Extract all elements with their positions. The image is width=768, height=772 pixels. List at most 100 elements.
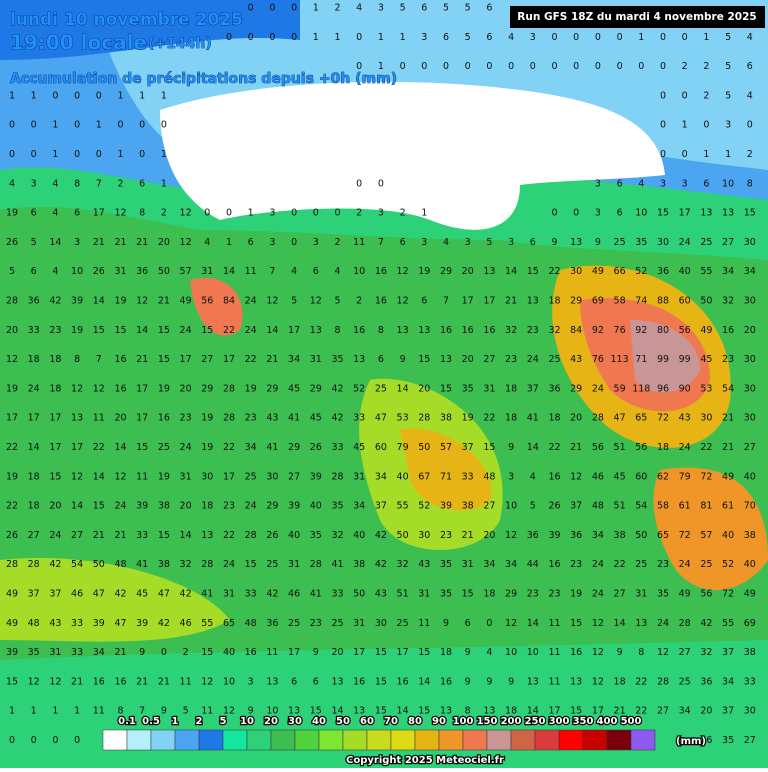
grid-value: 13 bbox=[440, 706, 452, 717]
grid-value: 16 bbox=[245, 647, 257, 658]
grid-value: 1 bbox=[638, 32, 644, 43]
grid-value: 28 bbox=[201, 559, 213, 570]
grid-value: 1 bbox=[96, 120, 102, 131]
grid-value: 54 bbox=[722, 383, 734, 394]
grid-value: 5 bbox=[725, 61, 731, 72]
grid-value: 33 bbox=[744, 676, 756, 687]
grid-value: 10 bbox=[527, 647, 539, 658]
grid-value: 30 bbox=[744, 296, 756, 307]
grid-value: 0 bbox=[551, 32, 557, 43]
grid-value: 3 bbox=[421, 237, 427, 248]
grid-value: 0 bbox=[378, 178, 384, 189]
grid-value: 0 bbox=[551, 208, 557, 219]
grid-value: 6 bbox=[703, 178, 709, 189]
grid-value: 6 bbox=[31, 208, 37, 219]
grid-value: 0 bbox=[117, 120, 123, 131]
grid-value: 27 bbox=[28, 530, 40, 541]
grid-value: 27 bbox=[679, 647, 691, 658]
grid-value: 2 bbox=[183, 647, 189, 658]
grid-value: 39 bbox=[288, 501, 300, 512]
grid-value: 43 bbox=[375, 589, 387, 600]
legend-swatch bbox=[510, 729, 536, 751]
grid-value: 23 bbox=[527, 325, 539, 336]
grid-value: 42 bbox=[266, 589, 278, 600]
grid-value: 7 bbox=[139, 706, 145, 717]
grid-value: 3 bbox=[421, 32, 427, 43]
grid-value: 4 bbox=[52, 178, 58, 189]
grid-value: 3 bbox=[595, 178, 601, 189]
legend-swatch bbox=[438, 729, 464, 751]
grid-value: 30 bbox=[201, 471, 213, 482]
grid-value: 46 bbox=[180, 618, 192, 629]
legend-label: 20 bbox=[264, 716, 278, 727]
grid-value: 40 bbox=[310, 501, 322, 512]
grid-value: 35 bbox=[440, 589, 452, 600]
grid-value: 34 bbox=[245, 442, 257, 453]
grid-value: 35 bbox=[331, 354, 343, 365]
grid-value: 2 bbox=[747, 149, 753, 160]
grid-value: 30 bbox=[744, 706, 756, 717]
grid-value: 38 bbox=[158, 501, 170, 512]
grid-value: 1 bbox=[421, 208, 427, 219]
grid-value: 45 bbox=[353, 442, 365, 453]
legend-swatch bbox=[462, 729, 488, 751]
grid-value: 19 bbox=[114, 296, 126, 307]
grid-value: 30 bbox=[266, 471, 278, 482]
grid-value: 2 bbox=[334, 3, 340, 14]
grid-value: 34 bbox=[483, 559, 495, 570]
grid-value: 39 bbox=[310, 471, 322, 482]
grid-value: 13 bbox=[71, 413, 83, 424]
grid-value: 24 bbox=[114, 501, 126, 512]
grid-value: 3 bbox=[595, 208, 601, 219]
grid-value: 6 bbox=[31, 266, 37, 277]
grid-value: 31 bbox=[353, 618, 365, 629]
grid-value: 28 bbox=[223, 413, 235, 424]
grid-value: 23 bbox=[505, 354, 517, 365]
grid-value: 38 bbox=[462, 501, 474, 512]
grid-value: 50 bbox=[353, 589, 365, 600]
grid-value: 28 bbox=[6, 559, 18, 570]
grid-value: 0 bbox=[9, 149, 15, 160]
grid-value: 12 bbox=[505, 618, 517, 629]
grid-value: 27 bbox=[722, 237, 734, 248]
grid-value: 15 bbox=[6, 676, 18, 687]
grid-value: 46 bbox=[288, 589, 300, 600]
grid-value: 4 bbox=[9, 178, 15, 189]
grid-value: 10 bbox=[635, 208, 647, 219]
grid-value: 48 bbox=[28, 618, 40, 629]
grid-value: 16 bbox=[93, 676, 105, 687]
grid-value: 27 bbox=[71, 530, 83, 541]
grid-value: 16 bbox=[397, 676, 409, 687]
grid-value: 30 bbox=[375, 618, 387, 629]
grid-value: 40 bbox=[397, 471, 409, 482]
legend-label: 350 bbox=[573, 716, 594, 727]
grid-value: 15 bbox=[440, 383, 452, 394]
grid-value: 42 bbox=[49, 559, 61, 570]
grid-value: 12 bbox=[266, 296, 278, 307]
grid-value: 31 bbox=[483, 383, 495, 394]
grid-value: 36 bbox=[28, 296, 40, 307]
grid-value: 21 bbox=[93, 237, 105, 248]
grid-value: 20 bbox=[462, 266, 474, 277]
grid-value: 8 bbox=[139, 208, 145, 219]
grid-value: 12 bbox=[592, 676, 604, 687]
grid-value: 3 bbox=[465, 237, 471, 248]
grid-value: 15 bbox=[136, 442, 148, 453]
grid-value: 9 bbox=[486, 676, 492, 687]
grid-value: 6 bbox=[291, 676, 297, 687]
grid-value: 1 bbox=[334, 32, 340, 43]
grid-value: 80 bbox=[657, 325, 669, 336]
grid-value: 60 bbox=[375, 442, 387, 453]
grid-value: 18 bbox=[505, 413, 517, 424]
grid-value: 56 bbox=[635, 442, 647, 453]
grid-value: 9 bbox=[508, 676, 514, 687]
grid-value: 40 bbox=[679, 266, 691, 277]
grid-value: 53 bbox=[700, 383, 712, 394]
grid-value: 20 bbox=[418, 383, 430, 394]
grid-value: 20 bbox=[744, 325, 756, 336]
grid-value: 16 bbox=[114, 354, 126, 365]
grid-value: 56 bbox=[201, 296, 213, 307]
grid-value: 13 bbox=[288, 706, 300, 717]
grid-value: 30 bbox=[570, 266, 582, 277]
grid-value: 37 bbox=[722, 647, 734, 658]
